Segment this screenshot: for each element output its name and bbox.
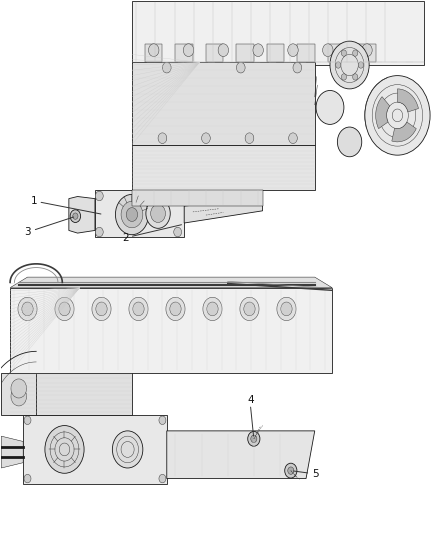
- Circle shape: [22, 302, 33, 316]
- Polygon shape: [267, 44, 284, 62]
- Wedge shape: [392, 122, 416, 142]
- Polygon shape: [1, 373, 36, 415]
- Text: 1: 1: [31, 196, 37, 206]
- Circle shape: [174, 191, 182, 201]
- Circle shape: [184, 44, 194, 56]
- Polygon shape: [237, 44, 254, 62]
- Circle shape: [353, 74, 358, 80]
- Text: 3: 3: [24, 227, 31, 237]
- Circle shape: [316, 91, 344, 124]
- Circle shape: [96, 302, 107, 316]
- Circle shape: [240, 297, 259, 320]
- Polygon shape: [69, 197, 95, 233]
- Polygon shape: [1, 436, 23, 468]
- Circle shape: [289, 133, 297, 143]
- Circle shape: [151, 205, 166, 222]
- Circle shape: [95, 191, 103, 201]
- Circle shape: [337, 127, 362, 157]
- Circle shape: [70, 210, 81, 222]
- Circle shape: [277, 297, 296, 320]
- Circle shape: [253, 44, 263, 56]
- Polygon shape: [132, 144, 315, 190]
- Circle shape: [218, 44, 229, 56]
- Circle shape: [24, 474, 31, 483]
- Circle shape: [285, 463, 297, 478]
- Polygon shape: [176, 44, 193, 62]
- Circle shape: [126, 208, 138, 221]
- Circle shape: [113, 431, 143, 468]
- Circle shape: [170, 302, 181, 316]
- Circle shape: [121, 201, 143, 228]
- Circle shape: [207, 302, 218, 316]
- Circle shape: [330, 41, 369, 89]
- Circle shape: [59, 302, 70, 316]
- Text: 5: 5: [312, 469, 319, 479]
- Wedge shape: [376, 96, 390, 128]
- Circle shape: [365, 76, 430, 155]
- Circle shape: [341, 50, 346, 56]
- Circle shape: [362, 44, 372, 56]
- Circle shape: [11, 379, 27, 398]
- Polygon shape: [132, 190, 262, 206]
- Polygon shape: [145, 44, 162, 62]
- Circle shape: [288, 467, 294, 474]
- Circle shape: [95, 227, 103, 237]
- Wedge shape: [397, 89, 418, 112]
- Polygon shape: [132, 62, 315, 144]
- Circle shape: [159, 416, 166, 424]
- Circle shape: [237, 62, 245, 73]
- Circle shape: [129, 297, 148, 320]
- Circle shape: [201, 133, 210, 143]
- Circle shape: [336, 62, 341, 68]
- Polygon shape: [167, 431, 315, 479]
- Polygon shape: [358, 44, 376, 62]
- Polygon shape: [10, 373, 132, 415]
- Circle shape: [45, 425, 84, 473]
- Circle shape: [251, 435, 257, 442]
- Circle shape: [245, 133, 254, 143]
- Circle shape: [146, 199, 170, 228]
- Circle shape: [166, 297, 185, 320]
- Polygon shape: [297, 44, 315, 62]
- Circle shape: [281, 302, 292, 316]
- Polygon shape: [206, 44, 223, 62]
- Circle shape: [293, 62, 302, 73]
- Circle shape: [24, 416, 31, 424]
- Circle shape: [73, 213, 78, 219]
- Circle shape: [358, 62, 364, 68]
- Circle shape: [341, 74, 346, 80]
- Circle shape: [158, 133, 167, 143]
- Polygon shape: [132, 2, 424, 65]
- Polygon shape: [328, 44, 345, 62]
- Polygon shape: [10, 277, 332, 288]
- Polygon shape: [23, 415, 167, 484]
- Circle shape: [203, 297, 222, 320]
- Text: 2: 2: [122, 233, 129, 243]
- Circle shape: [92, 297, 111, 320]
- Circle shape: [322, 44, 333, 56]
- Circle shape: [133, 302, 144, 316]
- Polygon shape: [184, 199, 262, 223]
- Circle shape: [248, 431, 260, 446]
- Polygon shape: [10, 288, 332, 373]
- Circle shape: [11, 387, 27, 406]
- Circle shape: [288, 44, 298, 56]
- Circle shape: [244, 302, 255, 316]
- Circle shape: [116, 195, 148, 235]
- Text: 4: 4: [247, 395, 254, 405]
- Polygon shape: [95, 190, 184, 237]
- Circle shape: [162, 62, 171, 73]
- Circle shape: [159, 474, 166, 483]
- Circle shape: [148, 44, 159, 56]
- Circle shape: [174, 227, 182, 237]
- Circle shape: [353, 50, 358, 56]
- Circle shape: [18, 297, 37, 320]
- Circle shape: [55, 297, 74, 320]
